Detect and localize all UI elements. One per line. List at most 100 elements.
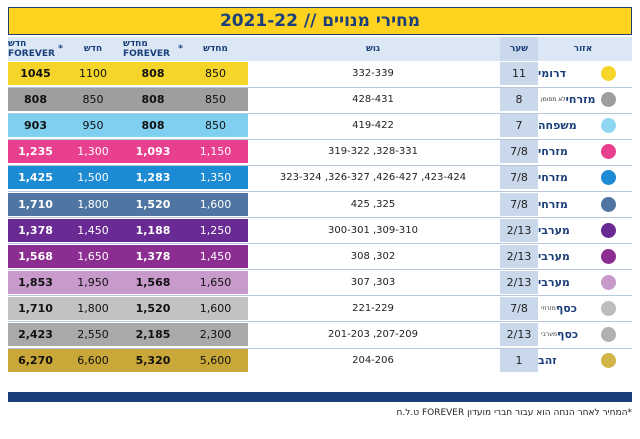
block-range: 428-431: [352, 94, 394, 106]
area-label: מזרחי: [538, 197, 568, 211]
area-name: זהב: [538, 349, 598, 372]
row-divider: [8, 269, 632, 271]
row-divider: [8, 347, 632, 349]
price-new-forever: 1,568: [18, 249, 53, 263]
block-range: 308 ,302: [350, 250, 396, 262]
area-label: כסף: [555, 301, 577, 315]
footer-bar: [8, 392, 632, 402]
area-sublabel: לא מסומן: [541, 96, 566, 104]
price-new: 2,550: [77, 328, 109, 341]
price-new: 850: [82, 93, 104, 107]
table-row: 808 850 808 850 428-431 8 מזרחי לא מסומן: [8, 88, 632, 112]
area-name: כסף מערבי: [538, 323, 598, 346]
price-color-band: [8, 218, 248, 242]
price-renew-forever: 1,520: [135, 301, 171, 315]
gate-number: 7/8: [500, 166, 538, 190]
price-new: 950: [82, 119, 104, 133]
table-row: 1,710 1,800 1,520 1,600 425 ,325 7/8 מזרחי: [8, 192, 632, 216]
area-name: מזרחי: [538, 166, 598, 189]
price-new: 1,800: [77, 197, 109, 211]
area-label: מזרחי: [538, 145, 568, 159]
price-new: 1,450: [77, 223, 109, 237]
block-range: 419-422: [352, 120, 394, 132]
gate-number: 7/8: [500, 192, 538, 216]
area-color-dot: [601, 274, 616, 290]
price-renew: 1,600: [199, 197, 232, 211]
table-row: 2,423 2,550 2,185 2,300 201-203 ,207-209 2/13…: [8, 323, 632, 346]
price-new: 1,800: [77, 301, 109, 315]
gate-number: 7/8: [500, 296, 538, 320]
header-old: מחדש: [203, 44, 228, 54]
header-asterisk-2: *: [178, 44, 183, 54]
price-new: 1,500: [77, 171, 109, 185]
price-color-band: [8, 62, 248, 85]
table-row: 1,853 1,950 1,568 1,650 307 ,303 2/13 מערבי: [8, 270, 632, 294]
price-new-forever: 1,378: [18, 223, 53, 237]
price-renew-forever: 1,093: [135, 145, 171, 159]
area-label: מערבי: [538, 223, 570, 237]
gate-number: 2/13: [500, 218, 538, 242]
price-renew-forever: 1,568: [135, 275, 171, 289]
price-color-band: [8, 323, 248, 346]
header-gate: שער: [500, 37, 538, 61]
price-new: 1,650: [77, 249, 109, 263]
price-new-forever: 1,425: [18, 171, 53, 185]
block-range: 300-301 ,309-310: [328, 224, 418, 236]
price-new-forever: 1,710: [18, 301, 53, 315]
price-new: 1,950: [77, 275, 109, 289]
area-color-dot: [601, 144, 616, 160]
block-range: 307 ,303: [350, 276, 396, 288]
price-renew: 850: [205, 93, 226, 107]
price-new-forever: 903: [24, 119, 47, 133]
price-color-band: [8, 296, 248, 320]
area-label: זהב: [538, 354, 557, 368]
block-range: 221-229: [352, 302, 394, 314]
area-color-dot: [601, 170, 616, 186]
area-sublabel: מזרחי: [541, 304, 556, 312]
footnote: *המחיר לאחר הנחה הוא עבור חברי מועדון FO…: [396, 408, 632, 418]
gate-number: 2/13: [500, 244, 538, 268]
price-renew: 1,450: [199, 249, 232, 263]
header-new-forever: חדש FOREVER *: [8, 37, 63, 61]
area-color-dot: [601, 222, 616, 238]
table-row: 1,235 1,300 1,093 1,150 319-322 ,328-331 7/8 מ…: [8, 140, 632, 164]
table-row: 903 950 808 850 419-422 7 משפחה: [8, 114, 632, 138]
block-range: 323-324 ,326-327 ,426-427 ,423-424: [279, 172, 467, 184]
area-name: מערבי: [538, 219, 598, 242]
price-renew-forever: 2,185: [135, 328, 171, 341]
header-old-forever-label: מחדש FOREVER: [123, 39, 170, 59]
area-name: מזרחי: [538, 193, 598, 216]
area-label: מערבי: [538, 275, 570, 289]
area-name: מזרחי: [538, 140, 598, 163]
price-renew: 1,600: [199, 301, 232, 315]
price-new-forever: 1,235: [18, 145, 53, 159]
row-divider: [8, 217, 632, 218]
area-color-dot: [601, 196, 616, 212]
header-area: אזור: [573, 44, 593, 54]
price-new-forever: 1,710: [18, 197, 53, 211]
price-new: 1100: [79, 67, 107, 80]
area-color-dot: [601, 327, 616, 342]
table-row: 1045 1100 808 850 332-339 11 דרומי: [8, 62, 632, 85]
block-range: 319-322 ,328-331: [328, 146, 418, 158]
price-renew-forever: 5,320: [135, 354, 171, 368]
price-color-band: [8, 166, 248, 190]
block-range: 201-203 ,207-209: [328, 329, 418, 340]
area-label: מזרחי: [565, 93, 596, 107]
price-color-band: [8, 114, 248, 138]
table-row: 1,710 1,800 1,520 1,600 221-229 7/8 כסף מזרחי: [8, 296, 632, 320]
price-color-band: [8, 270, 248, 294]
price-renew-forever: 808: [141, 93, 165, 107]
gate-number: 8: [500, 88, 538, 112]
area-name: דרומי: [538, 62, 598, 85]
area-label: מערבי: [538, 249, 570, 263]
header-new-forever-label: חדש FOREVER: [8, 39, 55, 59]
table-row: 6,270 6,600 5,320 5,600 204-206 1 זהב: [8, 349, 632, 373]
price-renew: 850: [205, 119, 226, 133]
area-color-dot: [601, 92, 616, 108]
price-color-band: [8, 88, 248, 112]
table-row: 1,378 1,450 1,188 1,250 300-301 ,309-310 2/13…: [8, 218, 632, 242]
block-range: 425 ,325: [350, 198, 396, 210]
price-renew: 5,600: [199, 354, 232, 368]
price-new-forever: 808: [24, 93, 47, 107]
